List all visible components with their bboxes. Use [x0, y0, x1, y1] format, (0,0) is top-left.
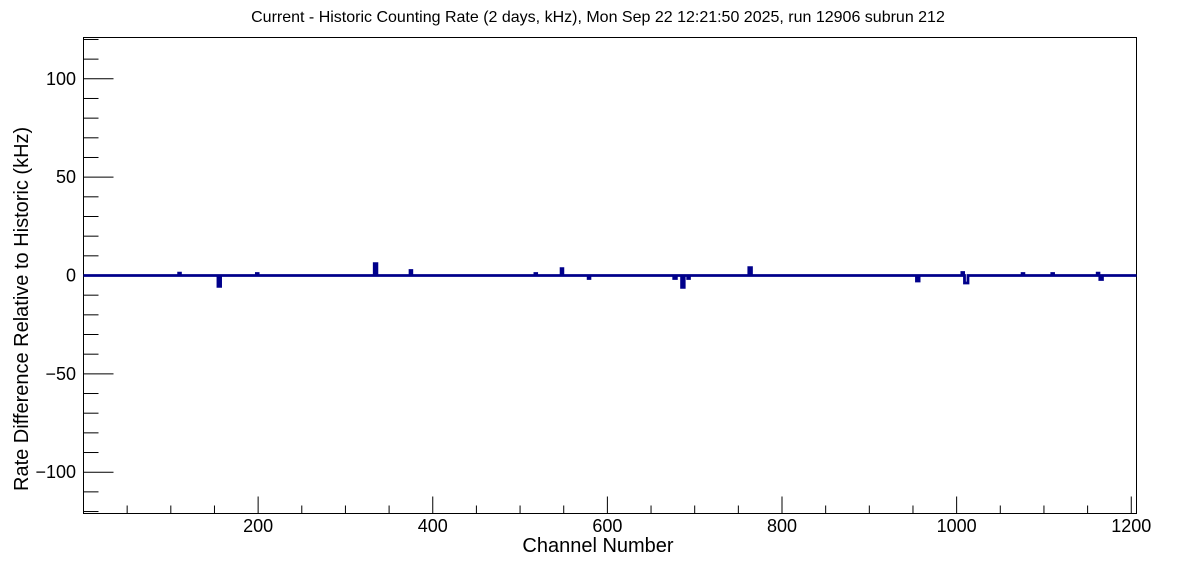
y-tick-label: −100	[35, 462, 76, 482]
y-tick-label: 50	[56, 167, 76, 187]
chart-title: Current - Historic Counting Rate (2 days…	[251, 9, 945, 26]
y-tick-label: 100	[46, 69, 76, 89]
x-tick-label: 800	[767, 516, 797, 536]
x-tick-label: 1200	[1111, 516, 1151, 536]
x-tick-label: 600	[592, 516, 622, 536]
y-tick-label: 0	[66, 266, 76, 286]
x-tick-label: 200	[243, 516, 273, 536]
x-tick-label: 400	[418, 516, 448, 536]
y-tick-label: −50	[45, 364, 76, 384]
series-current-minus-historic-rate	[83, 262, 1137, 289]
x-tick-label: 1000	[937, 516, 977, 536]
x-axis-label: Channel Number	[522, 535, 674, 557]
